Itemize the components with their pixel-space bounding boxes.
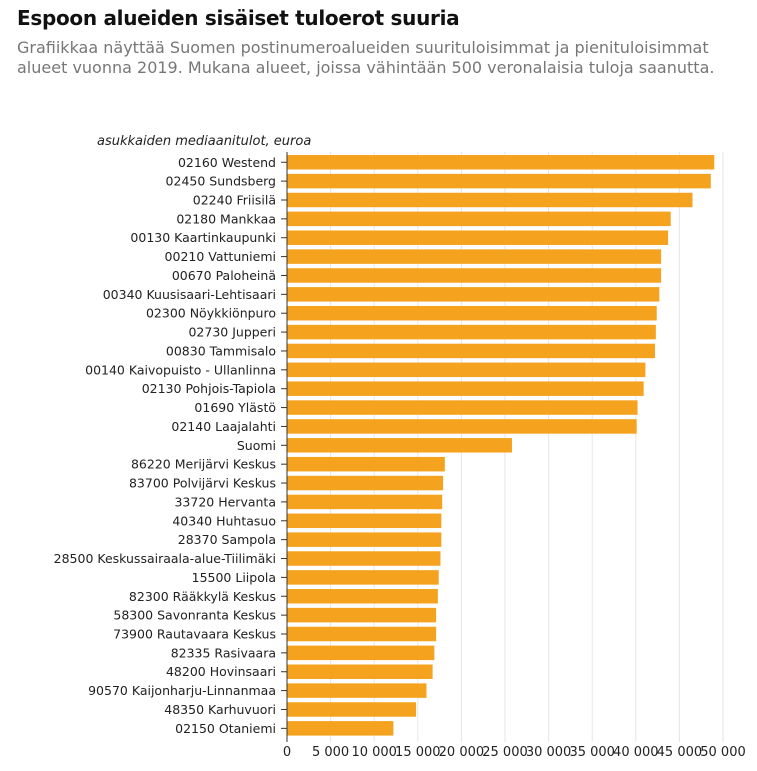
category-label: 02730 Jupperi: [188, 325, 276, 340]
bar: [287, 664, 433, 679]
bar: [287, 645, 435, 661]
category-label: 86220 Merijärvi Keskus: [131, 457, 276, 472]
bar: [287, 721, 394, 736]
category-label: Suomi: [237, 438, 276, 453]
x-tick-label: 30 000: [526, 745, 572, 760]
bar: [287, 192, 693, 208]
category-label: 00130 Kaartinkaupunki: [130, 230, 276, 245]
bar: [287, 324, 656, 340]
bar: [287, 438, 512, 453]
category-label: 15500 Liipola: [192, 570, 276, 585]
bar: [287, 362, 646, 378]
bar: [287, 155, 715, 170]
bar: [287, 305, 657, 321]
category-label: 82300 Rääkkylä Keskus: [129, 589, 276, 604]
bar: [287, 494, 443, 510]
bar: [287, 400, 638, 415]
category-label: 00140 Kaivopuisto - Ullanlinna: [85, 362, 276, 377]
category-label: 00670 Paloheinä: [172, 268, 276, 283]
bar: [287, 381, 644, 396]
bar: [287, 456, 445, 472]
bar: [287, 607, 437, 623]
category-label: 02450 Sundsberg: [166, 174, 276, 189]
bar: [287, 626, 437, 642]
bar: [287, 683, 427, 698]
category-label: 48200 Hovinsaari: [166, 664, 276, 679]
category-label: 28500 Keskussairaala-alue-Tiilimäki: [54, 551, 276, 566]
x-tick-label: 0: [283, 745, 291, 760]
category-label: 01690 Ylästö: [194, 400, 276, 415]
category-label: 33720 Hervanta: [174, 494, 276, 509]
category-label: 02140 Laajalahti: [171, 419, 276, 434]
x-tick-label: 35 000: [569, 745, 615, 760]
category-label: 58300 Savonranta Keskus: [113, 608, 276, 623]
chart-title: Espoon alueiden sisäiset tuloerot suuria: [17, 6, 460, 30]
bar: [287, 230, 669, 245]
category-label: 83700 Polvijärvi Keskus: [129, 476, 276, 491]
x-tick-label: 25 000: [482, 745, 528, 760]
category-label: 00830 Tammisalo: [166, 343, 276, 358]
bar: [287, 551, 441, 566]
bar: [287, 287, 660, 302]
bar: [287, 513, 442, 529]
bar: [287, 249, 662, 264]
category-label: 02150 Otaniemi: [175, 721, 276, 736]
bar: [287, 532, 442, 547]
bar: [287, 589, 438, 604]
bar: [287, 268, 662, 283]
x-tick-label: 40 000: [613, 745, 659, 760]
bar: [287, 173, 711, 189]
category-label: 00210 Vattuniemi: [165, 249, 276, 264]
category-label: 40340 Huhtasuo: [172, 513, 276, 528]
category-label: 02300 Nöykkiönpuro: [146, 306, 276, 321]
category-label: 28370 Sampola: [178, 532, 276, 547]
x-tick-label: 20 000: [439, 745, 485, 760]
category-label: 02180 Mankkaa: [176, 211, 276, 226]
category-label: 73900 Rautavaara Keskus: [113, 627, 276, 642]
x-tick-label: 10 000: [351, 745, 397, 760]
category-label: 00340 Kuusisaari-Lehtisaari: [103, 287, 276, 302]
chart-subtitle: Grafiikkaa näyttää Suomen postinumeroalu…: [17, 38, 715, 77]
bar: [287, 211, 671, 227]
x-tick-label: 50 000: [700, 745, 746, 760]
category-label: 02160 Westend: [178, 155, 276, 170]
bar: [287, 702, 417, 717]
bar: [287, 475, 444, 491]
x-tick-label: 15 000: [395, 745, 441, 760]
bar: [287, 570, 439, 585]
x-tick-label: 45 000: [657, 745, 703, 760]
category-label: 02130 Pohjois-Tapiola: [142, 381, 276, 396]
y-axis-title: asukkaiden mediaanitulot, euroa: [97, 134, 311, 149]
category-label: 48350 Karhuvuori: [164, 702, 276, 717]
category-label: 90570 Kaijonharju-Linnanmaa: [88, 683, 276, 698]
x-tick-label: 5 000: [312, 745, 349, 760]
bar: [287, 419, 637, 434]
category-label: 82335 Rasivaara: [171, 645, 276, 660]
category-label: 02240 Friisilä: [193, 192, 276, 207]
bar: [287, 343, 655, 359]
